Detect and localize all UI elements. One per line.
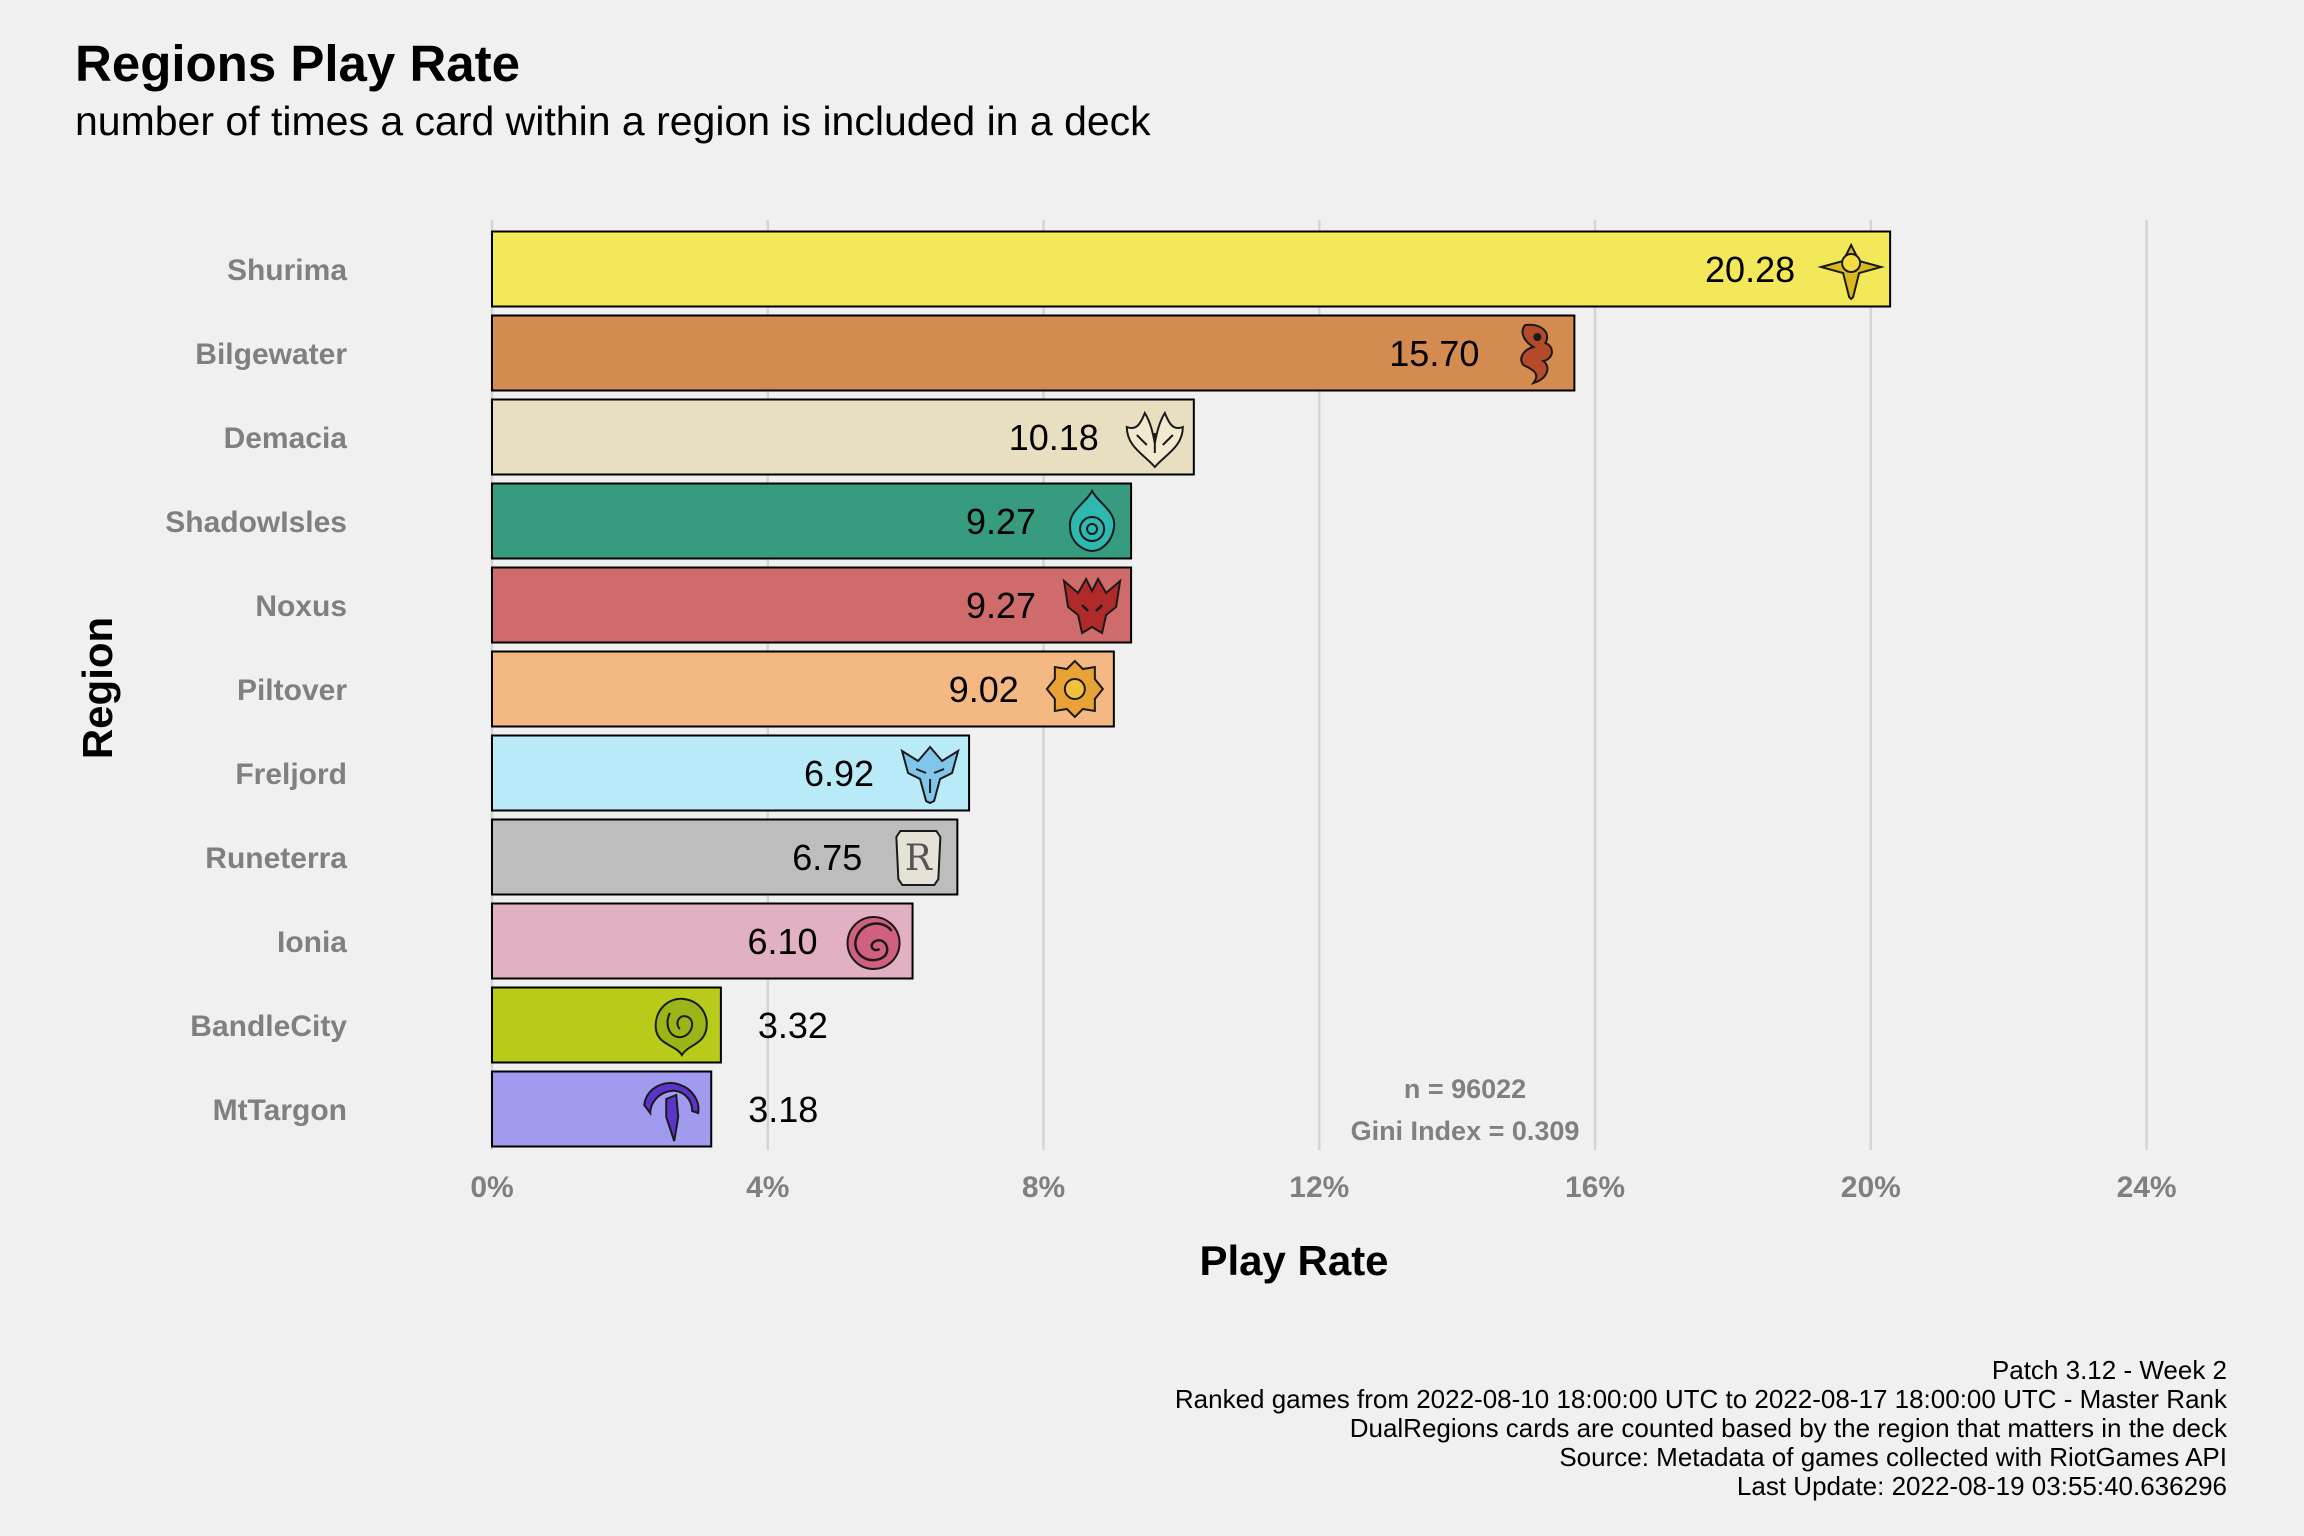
data-label: 6.10 — [747, 921, 817, 962]
chart-title: Regions Play Rate — [75, 35, 520, 92]
category-label: Piltover — [237, 674, 347, 707]
data-label: 3.32 — [758, 1005, 828, 1046]
data-label: 15.70 — [1389, 333, 1479, 374]
caption-line-update: Last Update: 2022-08-19 03:55:40.636296 — [1736, 1471, 2227, 1501]
x-tick-label: 8% — [1022, 1171, 1065, 1204]
x-tick-label: 16% — [1565, 1171, 1625, 1204]
data-label: 9.27 — [966, 585, 1036, 626]
caption-line-dualregions: DualRegions cards are counted based by t… — [1349, 1413, 2227, 1443]
x-tick-label: 20% — [1841, 1171, 1901, 1204]
y-axis-title: Region — [74, 617, 121, 759]
category-label: MtTargon — [213, 1094, 347, 1127]
x-tick-label: 24% — [2117, 1171, 2177, 1204]
region-icons: R — [643, 242, 1885, 1142]
bar — [491, 902, 914, 980]
data-label: 9.27 — [966, 501, 1036, 542]
bar — [491, 818, 959, 896]
data-label: 6.92 — [804, 753, 874, 794]
bandlecity-icon — [654, 997, 708, 1057]
bar — [491, 734, 971, 812]
noxus-icon — [1062, 576, 1122, 635]
caption-line-patch: Patch 3.12 - Week 2 — [1991, 1355, 2227, 1385]
category-label: Noxus — [255, 590, 347, 623]
caption-line-games: Ranked games from 2022-08-10 18:00:00 UT… — [1174, 1384, 2227, 1414]
chart-subtitle: number of times a card within a region i… — [75, 98, 1151, 144]
runeterra-icon-glyph: R — [905, 838, 933, 879]
runeterra-icon: R — [895, 830, 942, 886]
bar — [491, 482, 1133, 560]
shadowisles-icon — [1069, 488, 1116, 553]
category-label: Freljord — [235, 758, 347, 791]
caption: Patch 3.12 - Week 2 Ranked games from 20… — [1175, 1356, 2227, 1501]
bilgewater-icon — [1520, 323, 1553, 385]
bar — [491, 230, 1892, 308]
category-label: ShadowIsles — [165, 506, 347, 539]
bar — [491, 314, 1576, 392]
caption-line-source: Source: Metadata of games collected with… — [1559, 1442, 2227, 1472]
bars — [491, 230, 1892, 1148]
x-tick-label: 4% — [746, 1171, 789, 1204]
data-label: 10.18 — [1009, 417, 1099, 458]
category-label: BandleCity — [190, 1010, 347, 1043]
mttargon-icon — [643, 1082, 700, 1142]
bar — [491, 566, 1133, 644]
category-label: Demacia — [224, 422, 348, 455]
ionia-icon — [846, 916, 901, 970]
freljord-icon — [900, 745, 960, 805]
category-label: Bilgewater — [195, 338, 347, 371]
x-tick-label: 12% — [1289, 1171, 1349, 1204]
demacia-icon — [1125, 410, 1184, 469]
x-tick-label: 0% — [470, 1171, 513, 1204]
data-label: 9.02 — [949, 669, 1019, 710]
shurima-icon — [1817, 242, 1885, 301]
data-label: 6.75 — [792, 837, 862, 878]
data-labels: 20.28 15.70 10.18 9.27 9.27 9.02 6.92 6.75 6.10 3… — [747, 249, 1795, 1130]
data-label: 20.28 — [1705, 249, 1795, 290]
x-axis-title: Play Rate — [1199, 1237, 1388, 1284]
category-label: Shurima — [227, 254, 347, 287]
category-label: Runeterra — [205, 842, 347, 875]
bar — [491, 398, 1195, 476]
data-label: 3.18 — [748, 1089, 818, 1130]
annotation-gini: Gini Index = 0.309 — [1351, 1116, 1580, 1146]
piltover-icon — [1045, 659, 1105, 719]
x-tick-labels: 0% 4% 8% 12% 16% 20% 24% — [470, 1171, 2176, 1204]
bar — [491, 650, 1115, 728]
category-label: Ionia — [277, 926, 347, 959]
annotation-n: n = 96022 — [1404, 1074, 1526, 1104]
category-labels: Shurima Bilgewater Demacia ShadowIsles Noxus… — [165, 254, 347, 1127]
